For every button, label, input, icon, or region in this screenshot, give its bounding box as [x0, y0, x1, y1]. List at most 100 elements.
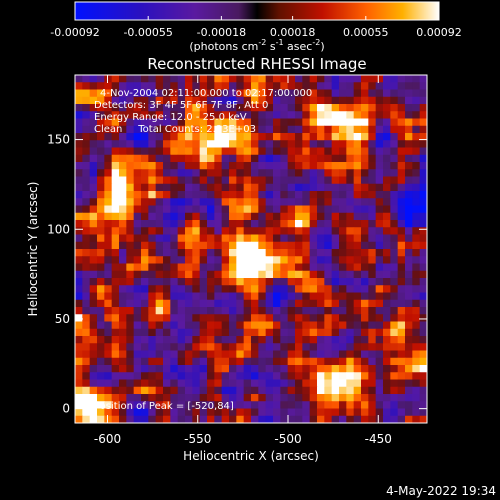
heatmap-cell	[89, 104, 98, 112]
heatmap-cell	[133, 104, 142, 112]
heatmap-cell	[390, 357, 399, 366]
heatmap-cell	[104, 321, 113, 330]
heatmap-cell	[97, 263, 105, 272]
heatmap-cell	[111, 350, 120, 359]
heatmap	[75, 75, 427, 423]
heatmap-cell	[280, 415, 289, 423]
heatmap-cell	[89, 350, 98, 359]
heatmap-cell	[243, 82, 252, 90]
heatmap-cell	[339, 227, 347, 235]
heatmap-cell	[324, 350, 333, 359]
heatmap-cell	[170, 220, 179, 228]
heatmap-cell	[236, 154, 245, 163]
heatmap-cell	[185, 125, 193, 134]
heatmap-cell	[82, 401, 91, 409]
heatmap-cell	[155, 75, 164, 83]
heatmap-cell	[170, 350, 179, 359]
heatmap-cell	[104, 176, 113, 185]
heatmap-cell	[177, 82, 186, 90]
heatmap-cell	[221, 125, 230, 134]
heatmap-cell	[207, 278, 215, 286]
heatmap-cell	[251, 75, 259, 83]
heatmap-cell	[375, 365, 384, 373]
heatmap-cell	[397, 162, 406, 170]
heatmap-cell	[346, 191, 355, 199]
heatmap-cell	[214, 299, 223, 308]
heatmap-cell	[111, 249, 120, 257]
heatmap-cell	[89, 263, 98, 272]
heatmap-cell	[383, 285, 391, 293]
heatmap-cell	[207, 263, 215, 272]
heatmap-cell	[412, 307, 421, 315]
heatmap-cell	[89, 401, 98, 409]
heatmap-cell	[111, 307, 120, 315]
heatmap-cell	[104, 285, 113, 293]
heatmap-cell	[229, 111, 237, 119]
heatmap-cell	[273, 415, 281, 423]
heatmap-cell	[236, 314, 245, 322]
heatmap-cell	[199, 372, 208, 380]
heatmap-cell	[111, 154, 120, 163]
heatmap-cell	[104, 365, 113, 373]
heatmap-cell	[361, 365, 369, 373]
heatmap-cell	[214, 183, 223, 192]
heatmap-cell	[353, 125, 362, 134]
heatmap-cell	[317, 292, 325, 301]
heatmap-cell	[353, 227, 362, 235]
heatmap-cell	[251, 183, 259, 192]
heatmap-cell	[258, 147, 267, 156]
heatmap-cell	[375, 169, 384, 177]
heatmap-cell	[97, 314, 105, 322]
heatmap-cell	[361, 357, 369, 366]
heatmap-cell	[185, 162, 193, 170]
heatmap-cell	[243, 270, 252, 279]
heatmap-cell	[317, 357, 325, 366]
heatmap-cell	[324, 191, 333, 199]
heatmap-cell	[251, 118, 259, 127]
heatmap-cell	[221, 314, 230, 322]
heatmap-cell	[419, 227, 427, 235]
heatmap-cell	[280, 249, 289, 257]
heatmap-cell	[177, 263, 186, 272]
heatmap-cell	[346, 415, 355, 423]
heatmap-cell	[361, 89, 369, 98]
heatmap-cell	[390, 365, 399, 373]
heatmap-cell	[419, 133, 427, 141]
heatmap-cell	[75, 147, 83, 156]
heatmap-cell	[368, 365, 377, 373]
heatmap-cell	[89, 270, 98, 279]
heatmap-cell	[251, 343, 259, 351]
heatmap-cell	[148, 321, 157, 330]
heatmap-cell	[317, 104, 325, 112]
heatmap-cell	[141, 386, 149, 395]
heatmap-cell	[133, 350, 142, 359]
heatmap-cell	[258, 336, 267, 344]
heatmap-cell	[229, 198, 237, 206]
heatmap-cell	[163, 183, 171, 192]
heatmap-cell	[126, 111, 135, 119]
heatmap-cell	[258, 104, 267, 112]
heatmap-cell	[412, 336, 421, 344]
heatmap-cell	[170, 386, 179, 395]
heatmap-cell	[419, 321, 427, 330]
heatmap-cell	[405, 212, 413, 221]
heatmap-cell	[346, 154, 355, 163]
heatmap-cell	[339, 307, 347, 315]
heatmap-cell	[324, 125, 333, 134]
heatmap-cell	[104, 299, 113, 308]
heatmap-cell	[383, 82, 391, 90]
heatmap-cell	[155, 314, 164, 322]
heatmap-cell	[353, 299, 362, 308]
heatmap-cell	[353, 241, 362, 250]
heatmap-cell	[185, 321, 193, 330]
heatmap-cell	[141, 249, 149, 257]
heatmap-cell	[126, 350, 135, 359]
heatmap-cell	[141, 82, 149, 90]
heatmap-cell	[111, 408, 120, 417]
heatmap-cell	[126, 408, 135, 417]
heatmap-cell	[368, 220, 377, 228]
heatmap-cell	[185, 408, 193, 417]
heatmap-cell	[104, 191, 113, 199]
heatmap-cell	[243, 96, 252, 105]
heatmap-cell	[383, 133, 391, 141]
